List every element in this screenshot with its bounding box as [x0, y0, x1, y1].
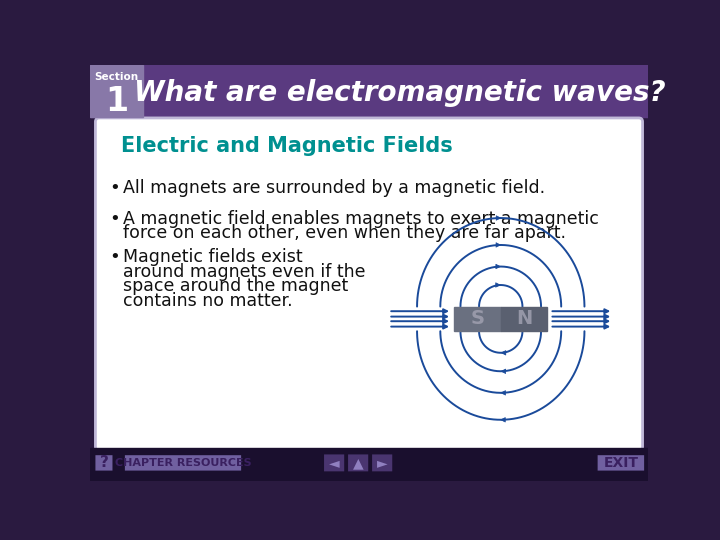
- Text: ?: ?: [99, 455, 109, 470]
- Text: ◄: ◄: [329, 456, 339, 470]
- Text: All magnets are surrounded by a magnetic field.: All magnets are surrounded by a magnetic…: [122, 179, 544, 197]
- Text: 1: 1: [105, 85, 128, 118]
- Text: ▲: ▲: [353, 456, 364, 470]
- FancyBboxPatch shape: [125, 455, 241, 470]
- Bar: [454, 307, 500, 331]
- FancyBboxPatch shape: [372, 455, 392, 471]
- Text: S: S: [470, 309, 485, 328]
- Bar: [90, 65, 143, 117]
- FancyBboxPatch shape: [324, 455, 344, 471]
- Text: Section: Section: [94, 72, 138, 82]
- Text: N: N: [516, 309, 532, 328]
- Text: CHAPTER RESOURCES: CHAPTER RESOURCES: [114, 458, 251, 468]
- Text: around magnets even if the: around magnets even if the: [122, 262, 365, 281]
- Text: •: •: [109, 210, 120, 227]
- FancyBboxPatch shape: [598, 455, 644, 470]
- Text: force on each other, even when they are far apart.: force on each other, even when they are …: [122, 224, 565, 242]
- Text: What are electromagnetic waves?: What are electromagnetic waves?: [134, 78, 666, 106]
- Text: ►: ►: [377, 456, 387, 470]
- Bar: [90, 65, 648, 117]
- Text: Magnetic fields exist: Magnetic fields exist: [122, 248, 302, 266]
- Bar: [500, 307, 547, 331]
- Text: EXIT: EXIT: [603, 456, 639, 470]
- Text: A magnetic field enables magnets to exert a magnetic: A magnetic field enables magnets to exer…: [122, 210, 598, 227]
- Bar: [90, 448, 648, 481]
- Text: contains no matter.: contains no matter.: [122, 292, 292, 310]
- Text: Electric and Magnetic Fields: Electric and Magnetic Fields: [121, 137, 453, 157]
- Text: •: •: [109, 248, 120, 266]
- FancyBboxPatch shape: [96, 455, 112, 470]
- Text: space around the magnet: space around the magnet: [122, 278, 348, 295]
- FancyBboxPatch shape: [348, 455, 368, 471]
- FancyBboxPatch shape: [96, 118, 642, 450]
- Text: •: •: [109, 179, 120, 197]
